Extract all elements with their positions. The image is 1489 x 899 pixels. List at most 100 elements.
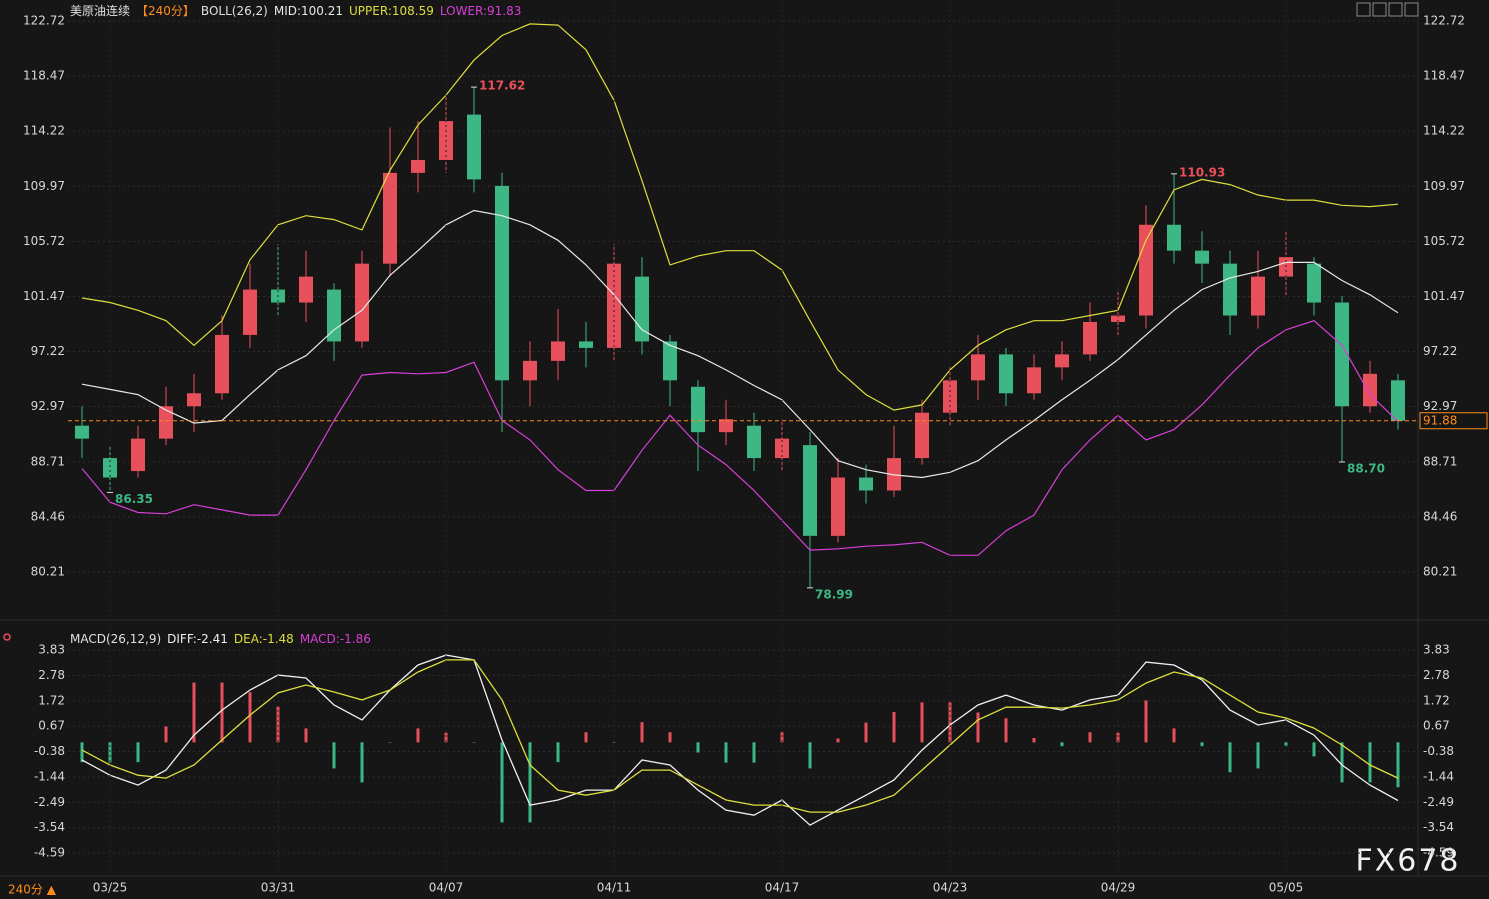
y-tick-label-right: -4.59 [1423, 846, 1454, 860]
candle-body [971, 354, 985, 381]
candle-body [467, 114, 481, 180]
indicator-line [81, 654, 1399, 826]
macd-bar [416, 728, 420, 743]
candle-body [1195, 250, 1209, 264]
macd-bar [752, 742, 756, 763]
macd-bar [1368, 742, 1372, 783]
candle-body [803, 445, 817, 536]
macd-bar [1032, 738, 1036, 743]
x-tick-label: 04/29 [1101, 881, 1136, 895]
candle-body [831, 477, 845, 536]
macd-bar [1284, 742, 1288, 747]
button[interactable] [1356, 2, 1371, 17]
candle-body [551, 341, 565, 361]
y-tick-label: 122.72 [23, 13, 65, 27]
candle-body [775, 438, 789, 459]
macd-bar [220, 682, 224, 743]
macd-bar [584, 732, 588, 743]
y-tick-label-right: 101.47 [1423, 289, 1465, 303]
low-label: 78.99 [815, 587, 853, 601]
candle-body [1307, 263, 1321, 303]
candle-body [1363, 373, 1377, 407]
candle-body [999, 354, 1013, 394]
high-label: 110.93 [1179, 165, 1225, 179]
macd-bar [388, 742, 392, 743]
candle-body [523, 360, 537, 381]
last-price-box [1419, 412, 1488, 430]
y-tick-label: 2.78 [38, 668, 65, 682]
macd-bar [780, 732, 784, 743]
candle-body [719, 419, 733, 433]
macd-bar [948, 702, 952, 743]
candle-body [495, 185, 509, 381]
y-tick-label-right: 3.83 [1423, 643, 1450, 657]
candle-body [215, 334, 229, 394]
button[interactable] [1388, 2, 1403, 17]
macd-bar [1256, 742, 1260, 769]
y-tick-label: 3.83 [38, 643, 65, 657]
candle-body [915, 412, 929, 459]
y-tick-label-right: 0.67 [1423, 719, 1450, 733]
candle-body [1167, 224, 1181, 251]
candle-body [1083, 321, 1097, 355]
macd-bar [1228, 742, 1232, 773]
y-tick-label-right: -0.38 [1423, 744, 1454, 758]
macd-bar [1172, 728, 1176, 743]
y-tick-label: 105.72 [23, 234, 65, 248]
macd-bar [976, 712, 980, 743]
y-tick-label: 109.97 [23, 179, 65, 193]
macd-bar [192, 682, 196, 743]
y-tick-label: 80.21 [31, 565, 65, 579]
y-tick-label-right: -1.44 [1423, 770, 1454, 784]
macd-bar [1116, 732, 1120, 743]
window-buttons [1356, 2, 1419, 17]
y-tick-label: 101.47 [23, 289, 65, 303]
y-tick-label-right: 80.21 [1423, 565, 1457, 579]
y-tick-label-right: 114.22 [1423, 124, 1465, 138]
macd-bar [136, 742, 140, 763]
indicator-line [81, 320, 1399, 556]
x-tick-label: 03/25 [93, 881, 128, 895]
macd-bar [724, 742, 728, 763]
candle-body [75, 425, 89, 439]
macd-bar [108, 742, 112, 763]
y-tick-label: -4.59 [34, 846, 65, 860]
button[interactable] [1404, 2, 1419, 17]
y-tick-label-right: -2.49 [1423, 795, 1454, 809]
macd-bar [444, 732, 448, 743]
candle-body [159, 406, 173, 439]
period-footer[interactable]: 240分 ▲ [8, 883, 57, 897]
macd-bar [1004, 718, 1008, 743]
macd-bar [668, 732, 672, 743]
x-tick-label: 04/07 [429, 881, 464, 895]
indicator-line [81, 23, 1399, 411]
macd-bar [248, 692, 252, 743]
price-header: 美原油连续 【240分】 BOLL(26,2) MID:100.21 UPPER:… [70, 4, 521, 18]
macd-bar [500, 742, 504, 823]
low-label: 88.70 [1347, 461, 1385, 475]
y-tick-label: 92.97 [31, 399, 65, 413]
y-tick-label: -0.38 [34, 744, 65, 758]
y-tick-label: 118.47 [23, 69, 65, 83]
candle-body [1335, 302, 1349, 407]
macd-bar [164, 726, 168, 743]
y-tick-label: 0.67 [38, 719, 65, 733]
macd-bar [80, 742, 84, 763]
panel-icon[interactable] [3, 633, 11, 641]
candle-body [355, 263, 369, 342]
candle-body [579, 341, 593, 348]
macd-header: MACD(26,12,9) DIFF:-2.41 DEA:-1.48 MACD:-1… [70, 632, 371, 646]
y-tick-label: 97.22 [31, 344, 65, 358]
period[interactable]: 【240分】 [136, 4, 195, 18]
y-tick-label-right: 122.72 [1423, 13, 1465, 27]
candle-body [411, 159, 425, 173]
y-tick-label-right: 2.78 [1423, 668, 1450, 682]
button[interactable] [1372, 2, 1387, 17]
y-tick-label-right: 84.46 [1423, 509, 1457, 523]
candle-body [327, 289, 341, 342]
macd-bar [1060, 742, 1064, 747]
candle-body [383, 172, 397, 264]
candle-body [187, 393, 201, 407]
